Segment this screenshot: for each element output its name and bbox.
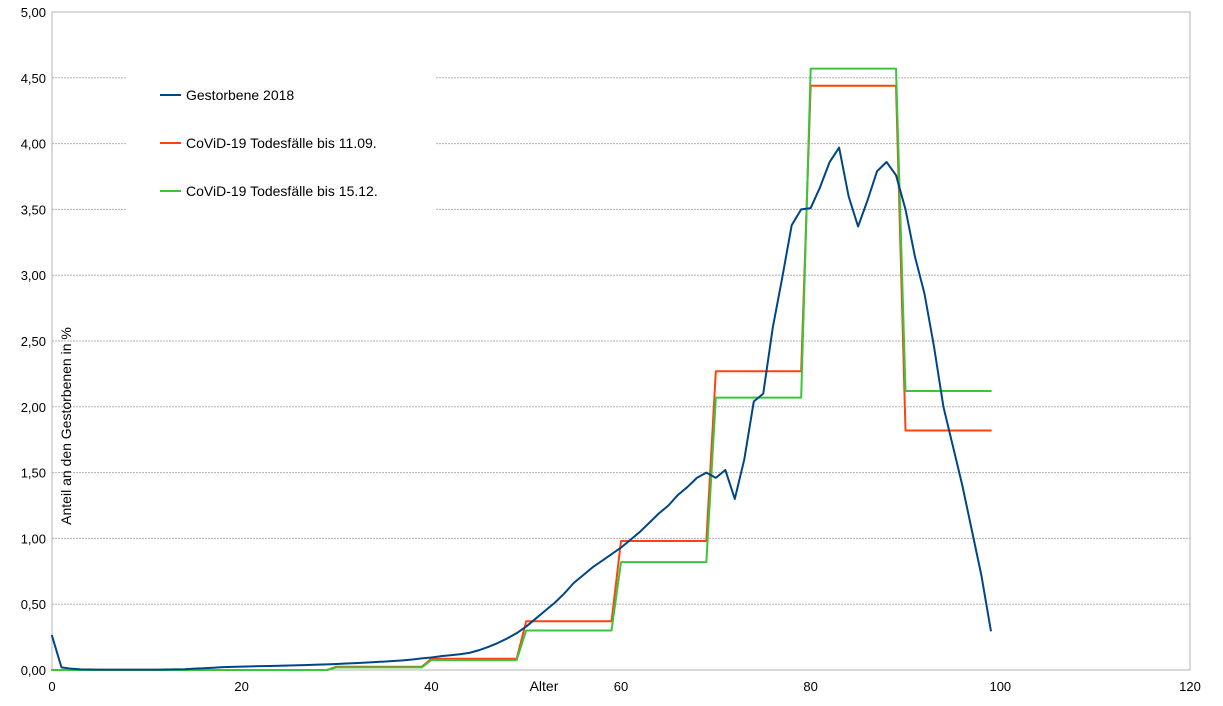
x-tick-label-1: 20 xyxy=(234,679,248,694)
legend-label-1: CoViD-19 Todesfälle bis 11.09. xyxy=(186,135,377,151)
y-tick-label-2: 1,00 xyxy=(21,531,46,546)
legend-label-0: Gestorbene 2018 xyxy=(186,87,294,103)
y-tick-label-3: 1,50 xyxy=(21,466,46,481)
y-tick-label-6: 3,00 xyxy=(21,268,46,283)
x-tick-label-6: 120 xyxy=(1179,679,1201,694)
plot-frame xyxy=(51,11,1191,671)
x-tick-label-3: 60 xyxy=(614,679,628,694)
y-axis-ticks: 0,00 0,50 1,00 1,50 2,00 2,50 3,00 3,50 4,00 4,50… xyxy=(21,5,46,678)
y-tick-label-7: 3,50 xyxy=(21,202,46,217)
x-tick-label-0: 0 xyxy=(48,679,55,694)
y-tick-label-1: 0,50 xyxy=(21,597,46,612)
series-lines xyxy=(51,67,992,671)
x-axis-ticks: 0 20 40 60 80 100 120 xyxy=(48,679,1200,694)
y-tick-label-9: 4,50 xyxy=(21,71,46,86)
x-tick-label-4: 80 xyxy=(803,679,817,694)
y-tick-label-10: 5,00 xyxy=(21,5,46,20)
y-tick-label-4: 2,00 xyxy=(21,400,46,415)
legend-label-2: CoViD-19 Todesfälle bis 15.12. xyxy=(186,183,378,199)
y-tick-label-5: 2,50 xyxy=(21,334,46,349)
y-tick-label-8: 4,00 xyxy=(21,137,46,152)
legend: Gestorbene 2018 CoViD-19 Todesfälle bis 1… xyxy=(160,87,378,199)
x-tick-label-2: 40 xyxy=(424,679,438,694)
x-axis-title: Alter xyxy=(530,678,559,694)
series-line-2 xyxy=(51,67,992,671)
y-axis-title: Anteil an den Gestorbenen in % xyxy=(58,327,74,525)
series-line-0 xyxy=(51,146,992,671)
x-tick-label-5: 100 xyxy=(989,679,1011,694)
y-tick-label-0: 0,00 xyxy=(21,663,46,678)
